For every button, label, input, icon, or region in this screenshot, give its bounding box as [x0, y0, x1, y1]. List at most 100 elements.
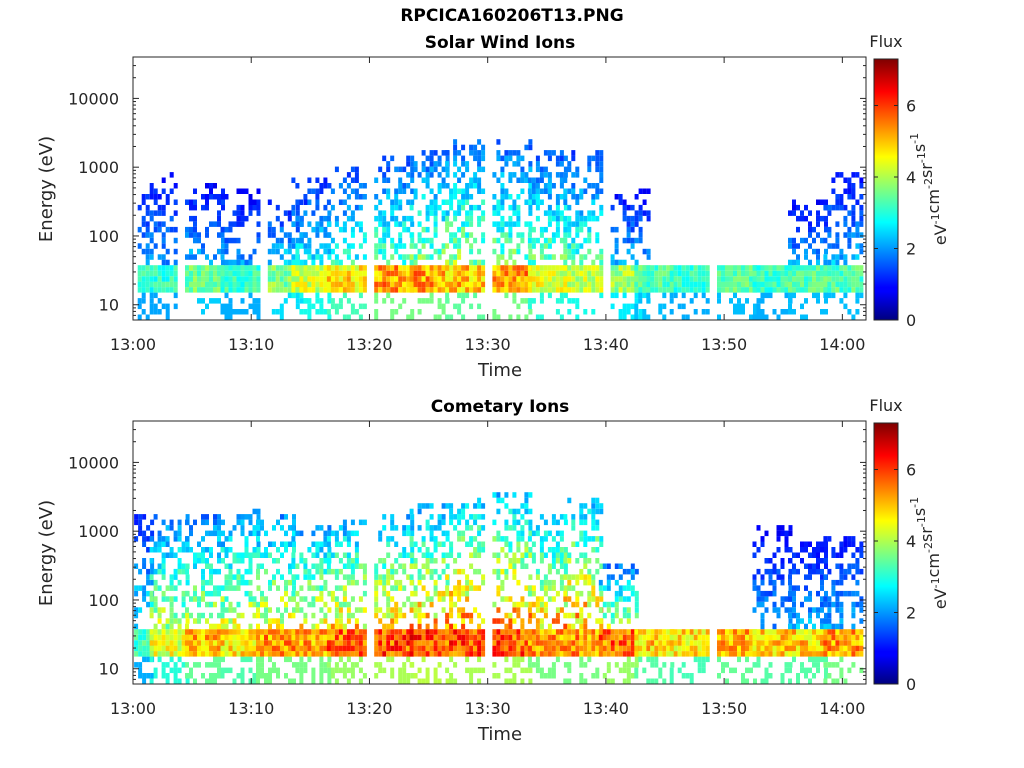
heatmap-cell: [382, 254, 387, 260]
heatmap-cell: [240, 667, 245, 674]
heatmap-cell: [500, 270, 505, 277]
heatmap-cell: [358, 640, 363, 646]
heatmap-cell: [433, 612, 438, 619]
heatmap-cell: [606, 667, 611, 674]
heatmap-cell: [224, 634, 229, 641]
heatmap-cell: [437, 645, 442, 652]
heatmap-cell: [579, 259, 584, 266]
heatmap-cell: [583, 188, 588, 194]
heatmap-cell: [555, 199, 560, 205]
heatmap-cell: [445, 199, 450, 205]
heatmap-cell: [299, 656, 304, 663]
heatmap-cell: [788, 237, 792, 244]
heatmap-cell: [614, 634, 619, 641]
heatmap-cell: [859, 221, 864, 227]
heatmap-cell: [804, 265, 808, 271]
heatmap-cell: [280, 596, 284, 602]
heatmap-cell: [689, 651, 694, 657]
heatmap-cell: [579, 194, 584, 200]
heatmap-cell: [295, 645, 300, 652]
heatmap-cell: [311, 623, 316, 630]
heatmap-cell: [350, 276, 355, 282]
heatmap-cell: [705, 287, 710, 293]
heatmap-cell: [185, 645, 189, 652]
heatmap-cell: [492, 287, 497, 293]
heatmap-cell: [859, 215, 864, 222]
heatmap-cell: [410, 530, 415, 537]
heatmap-cell: [469, 634, 474, 641]
heatmap-cell: [843, 276, 848, 282]
x-tick-label: 14:00: [819, 335, 865, 354]
heatmap-cell: [449, 259, 454, 266]
heatmap-cell: [571, 281, 576, 288]
heatmap-cell: [772, 265, 777, 271]
heatmap-cell: [398, 265, 403, 271]
heatmap-cell: [749, 287, 753, 293]
heatmap-cell: [374, 204, 379, 211]
heatmap-cell: [681, 673, 686, 679]
heatmap-cell: [307, 309, 312, 315]
heatmap-cell: [197, 287, 201, 293]
heatmap-cell: [429, 265, 434, 271]
heatmap-cell: [591, 497, 596, 504]
heatmap-cell: [228, 226, 233, 233]
heatmap-cell: [161, 607, 166, 613]
heatmap-cell: [547, 292, 552, 299]
heatmap-cell: [697, 656, 702, 663]
heatmap-cell: [437, 314, 442, 320]
heatmap-cell: [626, 579, 631, 586]
heatmap-cell: [512, 607, 517, 613]
heatmap-cell: [307, 287, 312, 293]
heatmap-cell: [291, 574, 296, 580]
heatmap-cell: [161, 210, 166, 216]
heatmap-cell: [437, 541, 442, 547]
heatmap-cell: [543, 585, 548, 591]
heatmap-cell: [292, 662, 296, 668]
heatmap-cell: [725, 645, 729, 652]
heatmap-cell: [599, 188, 604, 194]
heatmap-cell: [374, 563, 379, 569]
heatmap-cell: [394, 276, 399, 282]
heatmap-cell: [733, 634, 737, 641]
heatmap-cell: [477, 651, 482, 657]
heatmap-cell: [539, 177, 544, 183]
heatmap-cell: [292, 579, 296, 586]
heatmap-cell: [406, 552, 411, 558]
heatmap-cell: [338, 623, 343, 630]
heatmap-cell: [323, 645, 328, 652]
heatmap-cell: [512, 563, 517, 569]
heatmap-cell: [461, 298, 466, 304]
heatmap-cell: [579, 530, 584, 537]
heatmap-cell: [390, 667, 395, 674]
heatmap-cell: [240, 276, 245, 282]
heatmap-cell: [599, 281, 604, 288]
heatmap-cell: [425, 276, 430, 282]
heatmap-cell: [425, 166, 430, 173]
heatmap-cell: [315, 651, 320, 657]
heatmap-cell: [528, 547, 533, 553]
heatmap-cell: [449, 237, 454, 244]
heatmap-cell: [173, 552, 178, 558]
heatmap-cell: [338, 585, 343, 591]
heatmap-cell: [421, 574, 426, 580]
heatmap-cell: [855, 265, 860, 271]
heatmap-cell: [776, 536, 781, 542]
heatmap-cell: [610, 276, 615, 282]
heatmap-cell: [812, 287, 816, 293]
heatmap-cell: [201, 568, 205, 575]
heatmap-cell: [142, 629, 147, 635]
heatmap-cell: [741, 673, 745, 679]
heatmap-cell: [551, 579, 556, 586]
heatmap-cell: [591, 579, 596, 586]
heatmap-cell: [189, 215, 193, 222]
heatmap-cell: [299, 237, 304, 244]
heatmap-cell: [559, 552, 564, 558]
heatmap-cell: [374, 651, 379, 657]
heatmap-cell: [583, 601, 588, 608]
heatmap-cell: [413, 601, 418, 608]
heatmap-cell: [630, 645, 635, 652]
heatmap-cell: [406, 270, 411, 277]
heatmap-cell: [520, 514, 525, 520]
heatmap-cell: [701, 276, 706, 282]
heatmap-cell: [441, 270, 446, 277]
